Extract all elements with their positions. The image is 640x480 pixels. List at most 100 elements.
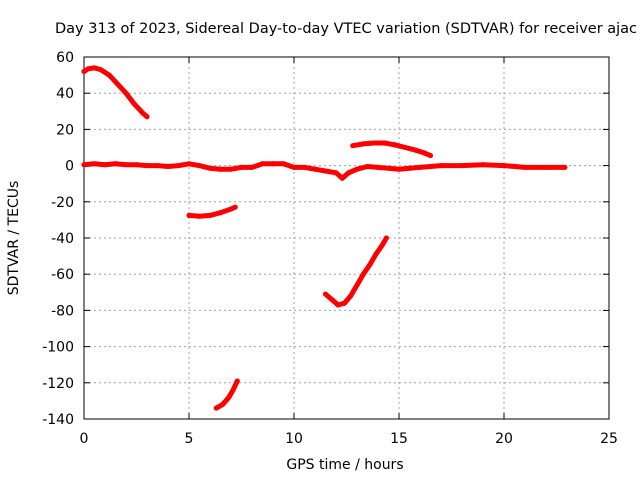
data-point (144, 114, 150, 120)
axis-ticks: 0 5 10 15 20 25 -140 -120 -100 -80 -60 -40 -20 0 20 40 6… (42, 50, 618, 447)
series-arc-v-shape (323, 235, 389, 308)
data-point (213, 405, 219, 411)
data-point (81, 69, 87, 74)
data-point (123, 90, 129, 96)
data-point (438, 163, 444, 169)
data-point (323, 168, 328, 174)
data-point (360, 271, 366, 277)
data-point (131, 101, 137, 107)
y-tick-label: -40 (51, 231, 74, 247)
data-point (176, 163, 181, 169)
data-point (249, 164, 255, 170)
data-point (218, 166, 223, 172)
data-point (312, 166, 318, 172)
data-point (339, 175, 345, 181)
y-tick-label: -100 (42, 340, 74, 356)
x-tick-label: 20 (495, 431, 513, 447)
series-arc-minus-130 (213, 378, 240, 411)
data-point (186, 212, 192, 218)
data-point (375, 164, 381, 170)
y-tick-label: 60 (56, 50, 74, 66)
data-point (186, 161, 192, 167)
y-tick-label: -120 (42, 376, 74, 392)
data-point (323, 291, 328, 297)
data-point (392, 142, 398, 148)
data-point (234, 378, 240, 384)
y-tick-label: -60 (51, 267, 74, 283)
series-arc-early-high (81, 65, 150, 120)
data-point (81, 162, 87, 168)
data-point (417, 164, 423, 170)
data-point (501, 163, 507, 169)
data-point (413, 147, 419, 153)
data-point (373, 251, 379, 257)
data-point (402, 145, 408, 150)
data-point (365, 164, 370, 169)
data-point (291, 164, 297, 170)
data-point (226, 394, 232, 400)
data-point (197, 213, 202, 219)
data-point (134, 162, 139, 168)
data-point (228, 206, 234, 212)
data-point (92, 161, 97, 167)
data-point (144, 163, 150, 169)
data-point (92, 65, 97, 71)
x-tick-label: 15 (390, 431, 408, 447)
data-point (207, 212, 213, 218)
data-point (329, 297, 335, 302)
data-point (354, 166, 360, 172)
series-group (81, 65, 568, 411)
x-tick-label: 25 (600, 431, 618, 447)
x-tick-label: 10 (285, 431, 303, 447)
data-point (354, 282, 360, 288)
data-point (85, 66, 91, 72)
data-point (480, 162, 486, 168)
y-tick-label: -80 (51, 303, 74, 319)
grid (84, 57, 609, 419)
data-point (140, 110, 146, 116)
data-point (350, 143, 356, 149)
data-point (98, 67, 104, 73)
data-point (459, 163, 465, 169)
x-tick-label: 5 (185, 431, 194, 447)
data-point (220, 402, 226, 407)
data-point (102, 162, 108, 168)
data-point (302, 164, 307, 170)
data-point (428, 153, 433, 159)
data-point (335, 302, 341, 308)
data-point (371, 140, 377, 146)
data-point (386, 165, 391, 171)
data-point (218, 210, 223, 216)
data-point (239, 164, 244, 170)
data-point (123, 162, 129, 168)
data-point (333, 170, 339, 176)
data-point (115, 81, 121, 87)
data-point (197, 163, 202, 169)
y-tick-label: -140 (42, 412, 74, 428)
data-point (346, 170, 352, 176)
y-tick-label: -20 (51, 195, 74, 211)
data-point (155, 163, 160, 169)
data-point (562, 164, 568, 170)
data-point (421, 150, 427, 156)
data-point (348, 293, 354, 299)
y-axis-label: SDTVAR / TECUs (6, 181, 22, 296)
x-axis-label: GPS time / hours (286, 457, 403, 473)
data-point (106, 72, 112, 78)
y-tick-label: 40 (56, 86, 74, 102)
data-point (270, 161, 276, 167)
data-point (396, 166, 402, 172)
data-point (165, 164, 171, 169)
data-point (207, 165, 213, 171)
data-point (379, 242, 385, 248)
data-point (522, 164, 528, 170)
y-tick-label: 20 (56, 122, 74, 138)
chart-title: Day 313 of 2023, Sidereal Day-to-day VTE… (55, 21, 637, 37)
data-point (113, 161, 118, 167)
data-point (230, 387, 236, 393)
data-point (260, 161, 265, 167)
data-point (281, 161, 286, 167)
data-point (543, 164, 549, 170)
data-point (360, 141, 366, 147)
